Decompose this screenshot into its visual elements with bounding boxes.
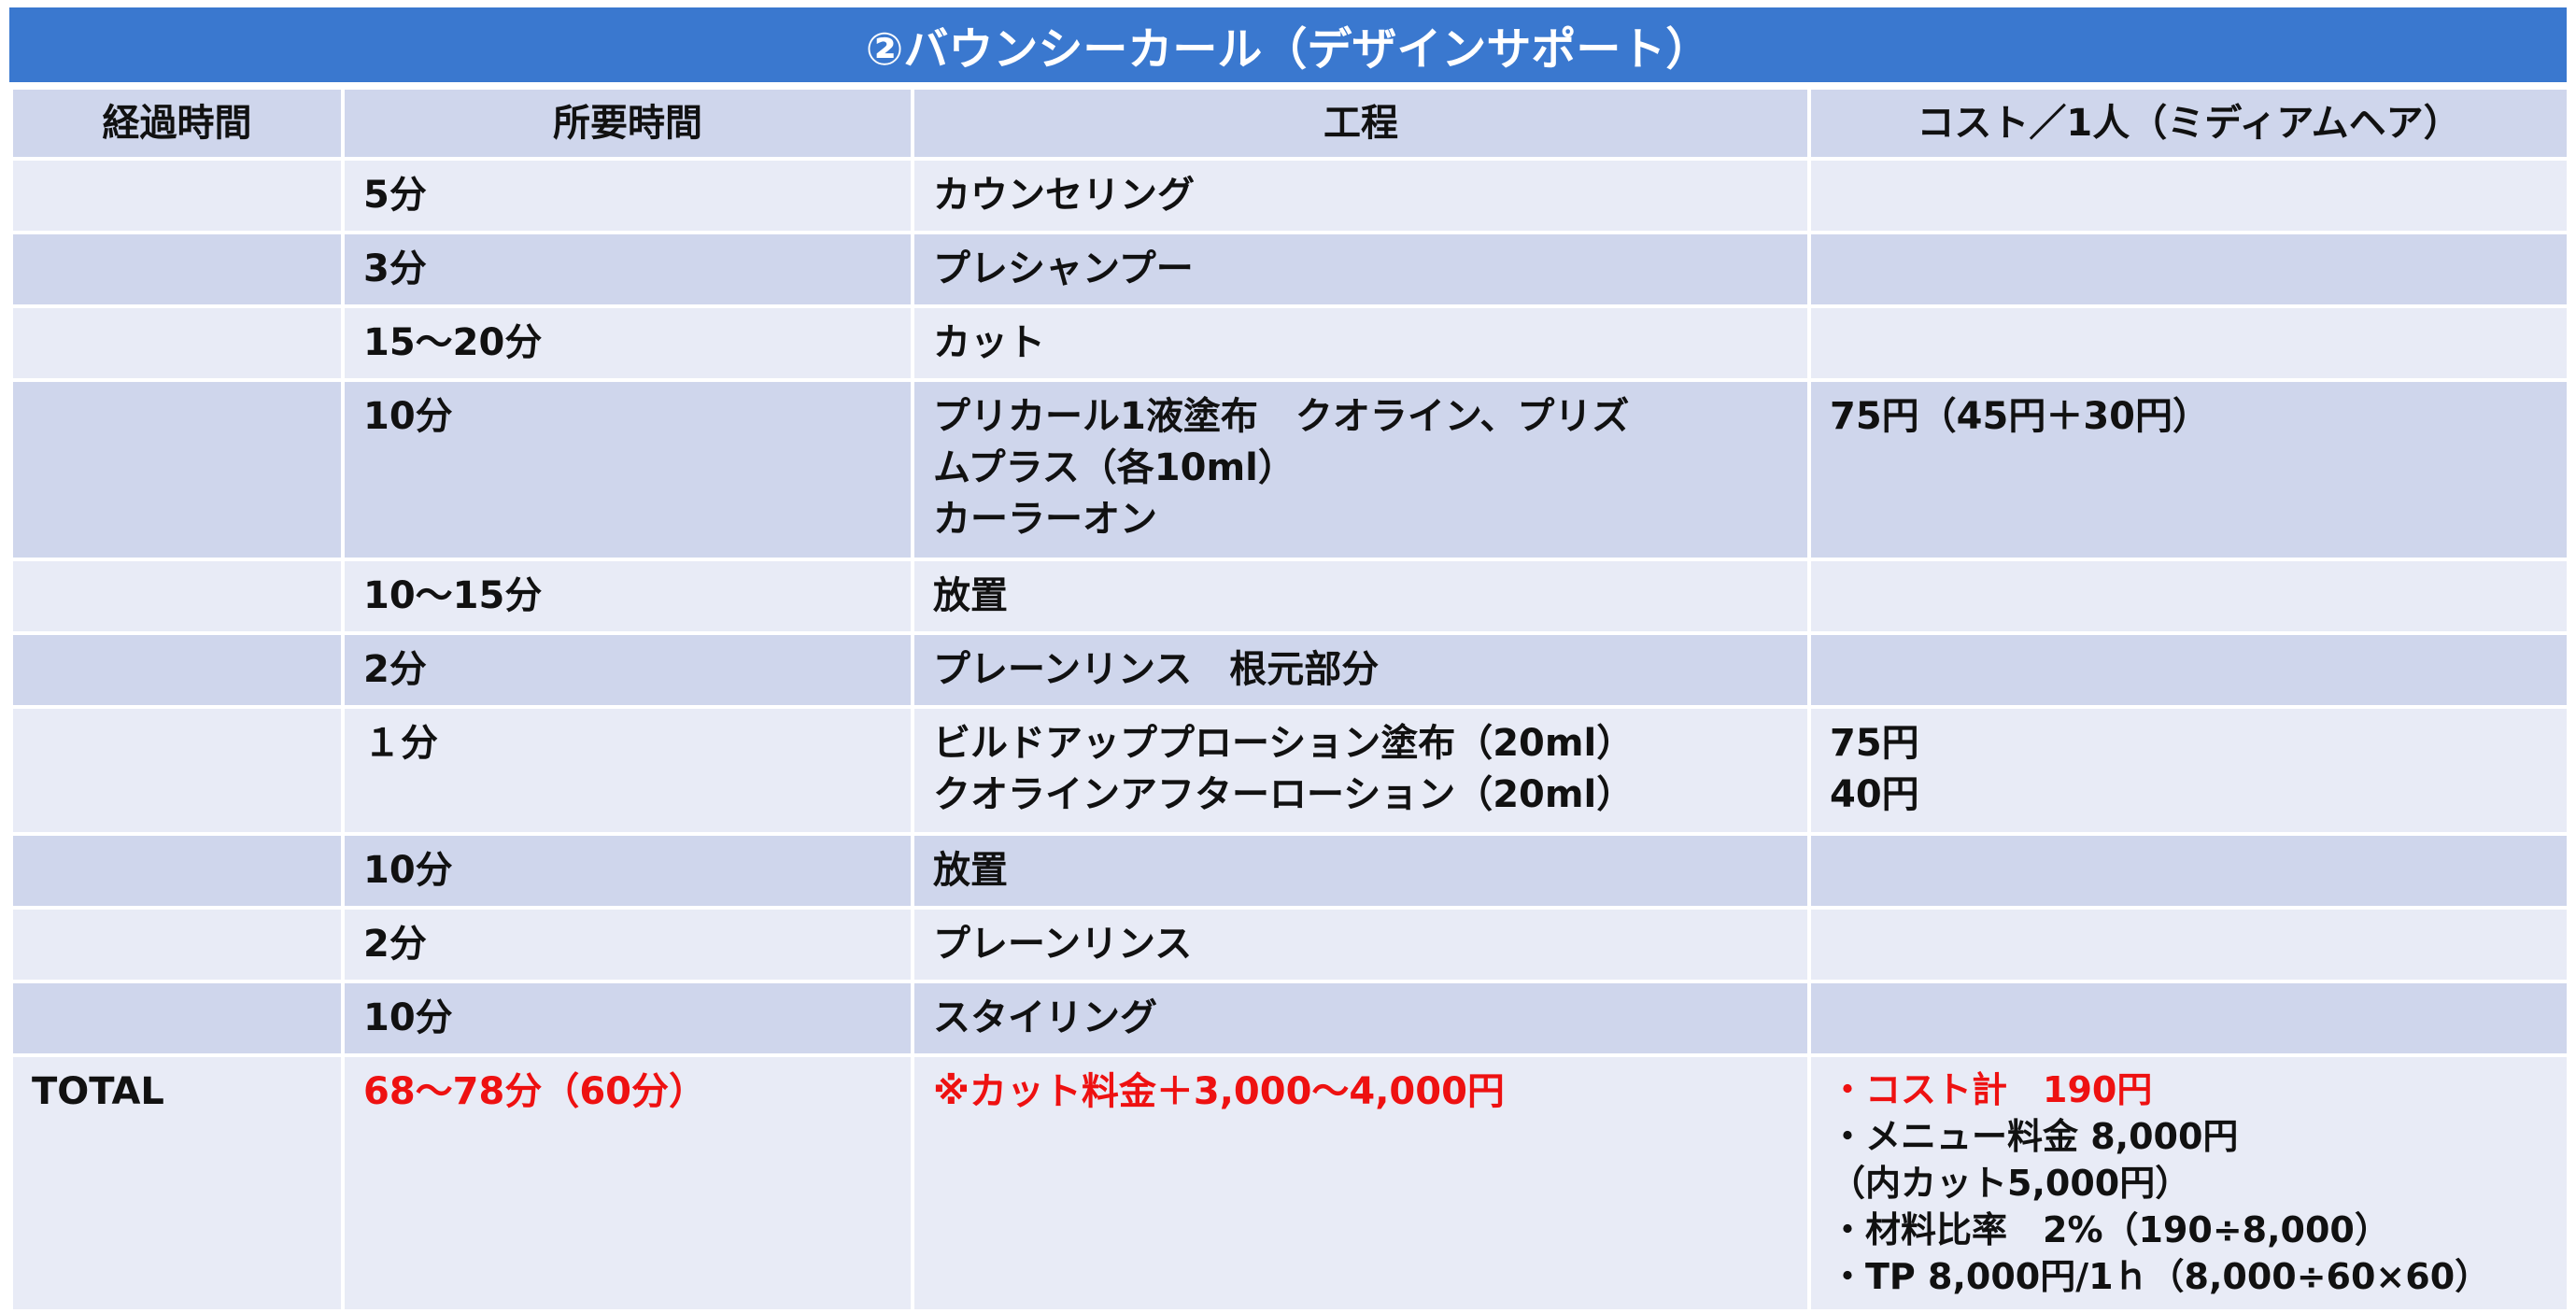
table-row: １分 ビルドアッププローション塗布（20ml） クオラインアフターローション（2… bbox=[9, 705, 2570, 836]
sheet-title: ②バウンシーカール（デザインサポート） bbox=[9, 7, 2567, 86]
process-cell: プレーンリンス 根元部分 bbox=[911, 631, 1811, 709]
elapsed-cell bbox=[9, 631, 345, 709]
elapsed-cell bbox=[9, 558, 345, 635]
duration-cell: 15～20分 bbox=[341, 304, 914, 382]
cost-cell bbox=[1807, 304, 2570, 382]
process-line: 放置 bbox=[933, 574, 1008, 617]
elapsed-cell bbox=[9, 157, 345, 234]
duration-cell: 10分 bbox=[341, 832, 914, 910]
process-cell: プレーンリンス bbox=[911, 906, 1811, 983]
process-line: プレシャンプー bbox=[933, 247, 1194, 290]
duration-cell: 10～15分 bbox=[341, 558, 914, 635]
process-cell: スタイリング bbox=[911, 980, 1811, 1057]
table-row: 15～20分 カット bbox=[9, 304, 2570, 382]
duration-cell: 5分 bbox=[341, 157, 914, 234]
total-summary: ・コスト計 190円 ・メニュー料金 8,000円 （内カット5,000円） ・… bbox=[1807, 1053, 2570, 1313]
table-row: 10分 スタイリング bbox=[9, 980, 2570, 1057]
process-line: カーラーオン bbox=[933, 498, 1157, 541]
header-duration: 所要時間 bbox=[341, 86, 914, 161]
process-line: ビルドアッププローション塗布（20ml） bbox=[933, 722, 1635, 765]
header-cost: コスト／1人（ミディアムヘア） bbox=[1807, 86, 2570, 161]
process-cell: ビルドアッププローション塗布（20ml） クオラインアフターローション（20ml… bbox=[911, 705, 1811, 836]
process-line: カウンセリング bbox=[933, 174, 1195, 217]
table-row: 2分 プレーンリンス bbox=[9, 906, 2570, 983]
cost-cell: 75円 40円 bbox=[1807, 705, 2570, 836]
process-line: 放置 bbox=[933, 849, 1008, 892]
duration-cell: 10分 bbox=[341, 980, 914, 1057]
elapsed-cell bbox=[9, 832, 345, 910]
table-row: 10分 放置 bbox=[9, 832, 2570, 910]
elapsed-cell bbox=[9, 231, 345, 308]
cost-cell bbox=[1807, 157, 2570, 234]
header-process: 工程 bbox=[911, 86, 1811, 161]
duration-cell: 10分 bbox=[341, 378, 914, 561]
summary-tp: ・TP 8,000円/1ｈ（8,000÷60×60） bbox=[1830, 1256, 2491, 1297]
process-line: スタイリング bbox=[933, 996, 1157, 1039]
process-cell: 放置 bbox=[911, 832, 1811, 910]
elapsed-cell bbox=[9, 304, 345, 382]
summary-cost-total: ・コスト計 190円 bbox=[1830, 1069, 2153, 1110]
elapsed-cell bbox=[9, 980, 345, 1057]
summary-menu-price: ・メニュー料金 8,000円 bbox=[1830, 1116, 2239, 1157]
total-row: TOTAL 68～78分（60分） ※カット料金＋3,000～4,000円 ・コ… bbox=[9, 1053, 2570, 1313]
summary-cut-price: （内カット5,000円） bbox=[1830, 1163, 2191, 1204]
cost-cell bbox=[1807, 558, 2570, 635]
cost-cell: 75円（45円＋30円） bbox=[1807, 378, 2570, 561]
cost-cell bbox=[1807, 980, 2570, 1057]
table-row: 10分 プリカール1液塗布 クオライン、プリズ ムプラス（各10ml） カーラー… bbox=[9, 378, 2570, 561]
process-cell: プリカール1液塗布 クオライン、プリズ ムプラス（各10ml） カーラーオン bbox=[911, 378, 1811, 561]
process-line: プリカール1液塗布 クオライン、プリズ bbox=[933, 395, 1630, 438]
process-line: ムプラス（各10ml） bbox=[933, 446, 1295, 489]
menu-sheet: ②バウンシーカール（デザインサポート） 経過時間 所要時間 工程 コスト／1人（… bbox=[9, 7, 2570, 1313]
cost-line: 75円 bbox=[1830, 722, 1919, 765]
cost-cell bbox=[1807, 832, 2570, 910]
process-cell: プレシャンプー bbox=[911, 231, 1811, 308]
cost-cell bbox=[1807, 231, 2570, 308]
header-row: 経過時間 所要時間 工程 コスト／1人（ミディアムヘア） bbox=[9, 86, 2570, 161]
process-line: カット bbox=[933, 321, 1045, 364]
process-cell: 放置 bbox=[911, 558, 1811, 635]
process-cell: カウンセリング bbox=[911, 157, 1811, 234]
cost-cell bbox=[1807, 631, 2570, 709]
duration-cell: 3分 bbox=[341, 231, 914, 308]
elapsed-cell bbox=[9, 378, 345, 561]
summary-material-ratio: ・材料比率 2%（190÷8,000） bbox=[1830, 1209, 2390, 1250]
process-line: プレーンリンス 根元部分 bbox=[933, 648, 1380, 691]
header-elapsed: 経過時間 bbox=[9, 86, 345, 161]
duration-cell: 2分 bbox=[341, 906, 914, 983]
duration-cell: １分 bbox=[341, 705, 914, 836]
cost-line: 75円（45円＋30円） bbox=[1830, 395, 2210, 438]
process-line: プレーンリンス bbox=[933, 923, 1193, 966]
table-row: 5分 カウンセリング bbox=[9, 157, 2570, 234]
process-line: クオラインアフターローション（20ml） bbox=[933, 773, 1635, 816]
table-row: 3分 プレシャンプー bbox=[9, 231, 2570, 308]
elapsed-cell bbox=[9, 906, 345, 983]
total-label: TOTAL bbox=[9, 1053, 345, 1313]
table-row: 2分 プレーンリンス 根元部分 bbox=[9, 631, 2570, 709]
elapsed-cell bbox=[9, 705, 345, 836]
process-cell: カット bbox=[911, 304, 1811, 382]
total-duration: 68～78分（60分） bbox=[341, 1053, 914, 1313]
table-row: 10～15分 放置 bbox=[9, 558, 2570, 635]
process-table: 経過時間 所要時間 工程 コスト／1人（ミディアムヘア） 5分 カウンセリング … bbox=[9, 86, 2570, 1313]
duration-cell: 2分 bbox=[341, 631, 914, 709]
total-process-note: ※カット料金＋3,000～4,000円 bbox=[911, 1053, 1811, 1313]
cost-line: 40円 bbox=[1830, 773, 1919, 816]
cost-cell bbox=[1807, 906, 2570, 983]
